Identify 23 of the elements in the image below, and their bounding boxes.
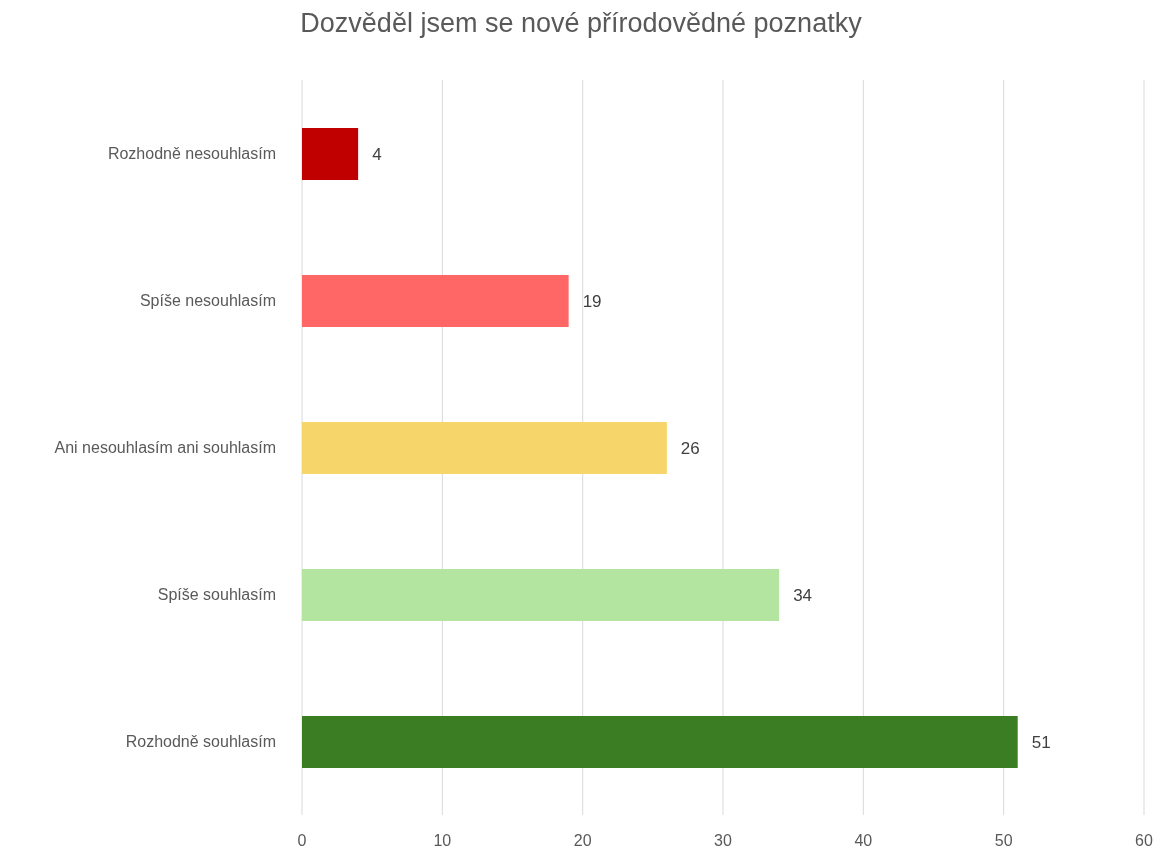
x-tick-label: 30: [714, 832, 732, 850]
bar: [302, 422, 667, 474]
data-label: 51: [1031, 733, 1051, 753]
data-label: 19: [582, 292, 602, 312]
x-tick-label: 60: [1135, 832, 1153, 850]
x-tick-label: 0: [297, 832, 307, 850]
y-tick-label: Spíše nesouhlasím: [139, 292, 276, 310]
y-tick-label: Rozhodně nesouhlasím: [107, 145, 276, 163]
bar: [302, 128, 359, 180]
bar: [302, 275, 569, 327]
y-tick-label: Rozhodně souhlasím: [125, 733, 276, 751]
bar: [302, 569, 780, 621]
x-tick-label: 10: [433, 832, 452, 850]
x-tick-label: 40: [854, 832, 873, 850]
data-label: 34: [793, 586, 813, 606]
data-label: 26: [680, 439, 700, 459]
x-tick-label: 20: [573, 832, 592, 850]
y-tick-label: Spíše souhlasím: [157, 586, 276, 604]
chart-title: Dozvěděl jsem se nové přírodovědné poznatky: [299, 8, 863, 40]
bar: [302, 716, 1018, 768]
data-label: 4: [372, 145, 382, 165]
y-tick-label: Ani nesouhlasím ani souhlasím: [54, 439, 276, 457]
x-tick-label: 50: [994, 832, 1013, 850]
